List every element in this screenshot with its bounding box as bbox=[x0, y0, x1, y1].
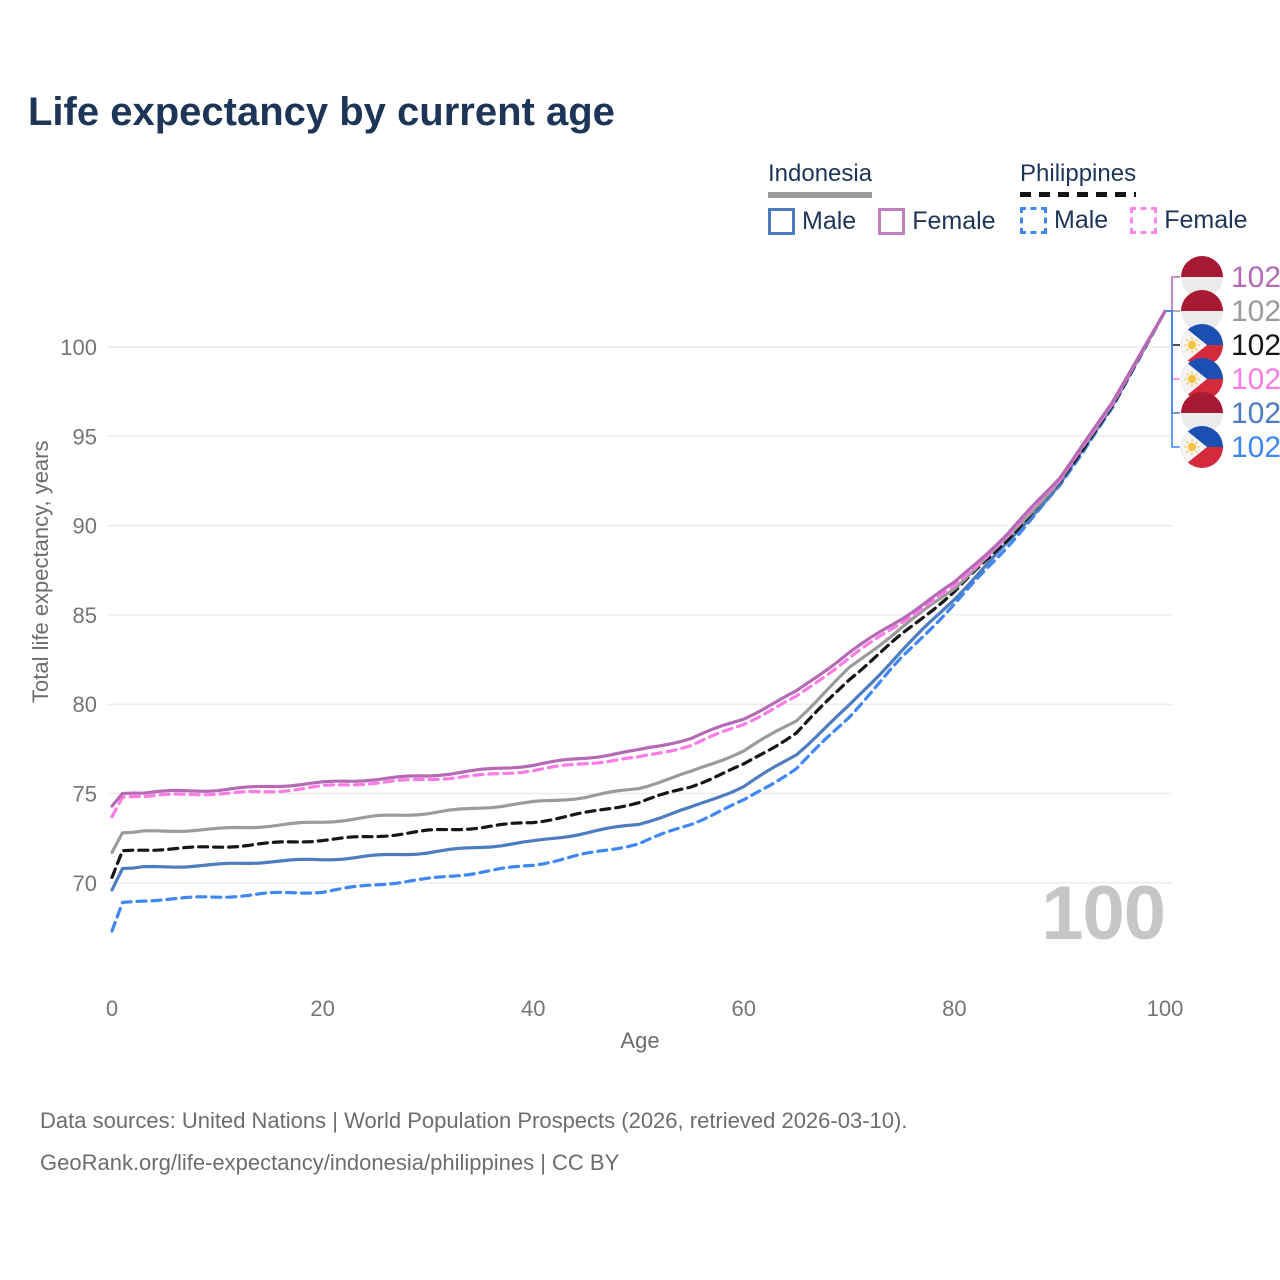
legend-swatch-solid-purple bbox=[878, 208, 906, 235]
legend-item-label: Female bbox=[912, 207, 996, 235]
series-line-indonesia-both-sexes[interactable] bbox=[110, 309, 1167, 854]
legend-country-underline-dashed bbox=[1020, 192, 1137, 197]
series-line-philippines-male[interactable] bbox=[110, 309, 1167, 933]
legend-items-row: Male Female bbox=[1020, 206, 1248, 235]
x-tick-label: 20 bbox=[310, 996, 334, 1021]
legend-item-indonesia-male[interactable]: Male bbox=[768, 207, 856, 236]
flag-icon-philippines bbox=[1181, 358, 1223, 400]
end-value-label-indonesia-male: 102 bbox=[1231, 397, 1280, 430]
end-value-label-indonesia-both-sexes: 102 bbox=[1231, 295, 1280, 328]
chart-title: Life expectancy by current age bbox=[28, 90, 615, 134]
legend-country-underline-solid bbox=[768, 192, 873, 198]
legend-items-row: Male Female bbox=[768, 207, 996, 236]
end-value-label-philippines-both-sexes: 102 bbox=[1231, 329, 1280, 362]
flag-icon-philippines bbox=[1181, 324, 1223, 366]
legend-swatch-solid-blue bbox=[768, 208, 795, 235]
y-tick-label: 95 bbox=[73, 424, 97, 449]
flag-icon-philippines bbox=[1181, 426, 1223, 468]
x-tick-label: 100 bbox=[1147, 996, 1184, 1021]
legend-item-label: Male bbox=[802, 207, 857, 235]
y-tick-label: 80 bbox=[73, 692, 97, 717]
y-tick-label: 100 bbox=[60, 335, 97, 360]
legend-swatch-dashed-pink bbox=[1130, 207, 1158, 234]
legend-country-header-indonesia: Indonesia bbox=[768, 160, 873, 198]
end-connector-indonesia-male bbox=[1166, 310, 1180, 414]
legend-group-philippines: Philippines Male Female bbox=[1020, 160, 1248, 235]
legend-item-label: Female bbox=[1164, 206, 1248, 234]
series-line-indonesia-female[interactable] bbox=[110, 309, 1167, 808]
series-line-philippines-female[interactable] bbox=[110, 309, 1167, 819]
x-tick-label: 40 bbox=[521, 996, 545, 1021]
x-tick-label: 60 bbox=[732, 996, 756, 1021]
legend-item-philippines-male[interactable]: Male bbox=[1020, 206, 1108, 235]
end-value-label-philippines-female: 102 bbox=[1231, 363, 1280, 396]
legend-item-indonesia-female[interactable]: Female bbox=[878, 207, 996, 236]
attribution-note: GeoRank.org/life-expectancy/indonesia/ph… bbox=[40, 1150, 620, 1175]
y-tick-label: 90 bbox=[73, 514, 97, 539]
legend-swatch-dashed-blue bbox=[1020, 207, 1047, 234]
data-sources-note: Data sources: United Nations | World Pop… bbox=[40, 1108, 908, 1133]
series-line-indonesia-male[interactable] bbox=[110, 309, 1167, 892]
end-connector-philippines-both-sexes bbox=[1166, 310, 1180, 346]
y-tick-label: 75 bbox=[73, 782, 97, 807]
y-tick-label: 70 bbox=[73, 871, 97, 896]
legend-country-label: Indonesia bbox=[768, 160, 873, 187]
end-value-label-philippines-male: 102 bbox=[1231, 431, 1280, 464]
legend-country-header-philippines: Philippines bbox=[1020, 160, 1137, 197]
flag-icon-indonesia bbox=[1181, 256, 1223, 298]
x-tick-label: 0 bbox=[106, 996, 118, 1021]
legend-item-philippines-female[interactable]: Female bbox=[1130, 206, 1248, 235]
y-axis-title: Total life expectancy, years bbox=[28, 440, 53, 704]
end-connector-indonesia-female bbox=[1166, 276, 1180, 312]
end-value-label-indonesia-female: 102 bbox=[1231, 261, 1280, 294]
flag-icon-indonesia bbox=[1181, 290, 1223, 332]
series-line-philippines-both-sexes[interactable] bbox=[110, 309, 1167, 879]
x-tick-label: 80 bbox=[942, 996, 966, 1021]
legend-item-label: Male bbox=[1054, 206, 1109, 234]
hover-age-watermark: 100 bbox=[1041, 871, 1166, 956]
flag-icon-indonesia bbox=[1181, 392, 1223, 434]
end-connector-philippines-male bbox=[1166, 310, 1180, 448]
legend-country-label: Philippines bbox=[1020, 160, 1137, 187]
y-tick-label: 85 bbox=[73, 603, 97, 628]
x-axis-title: Age bbox=[620, 1028, 660, 1053]
legend-group-indonesia: Indonesia Male Female bbox=[768, 160, 996, 236]
